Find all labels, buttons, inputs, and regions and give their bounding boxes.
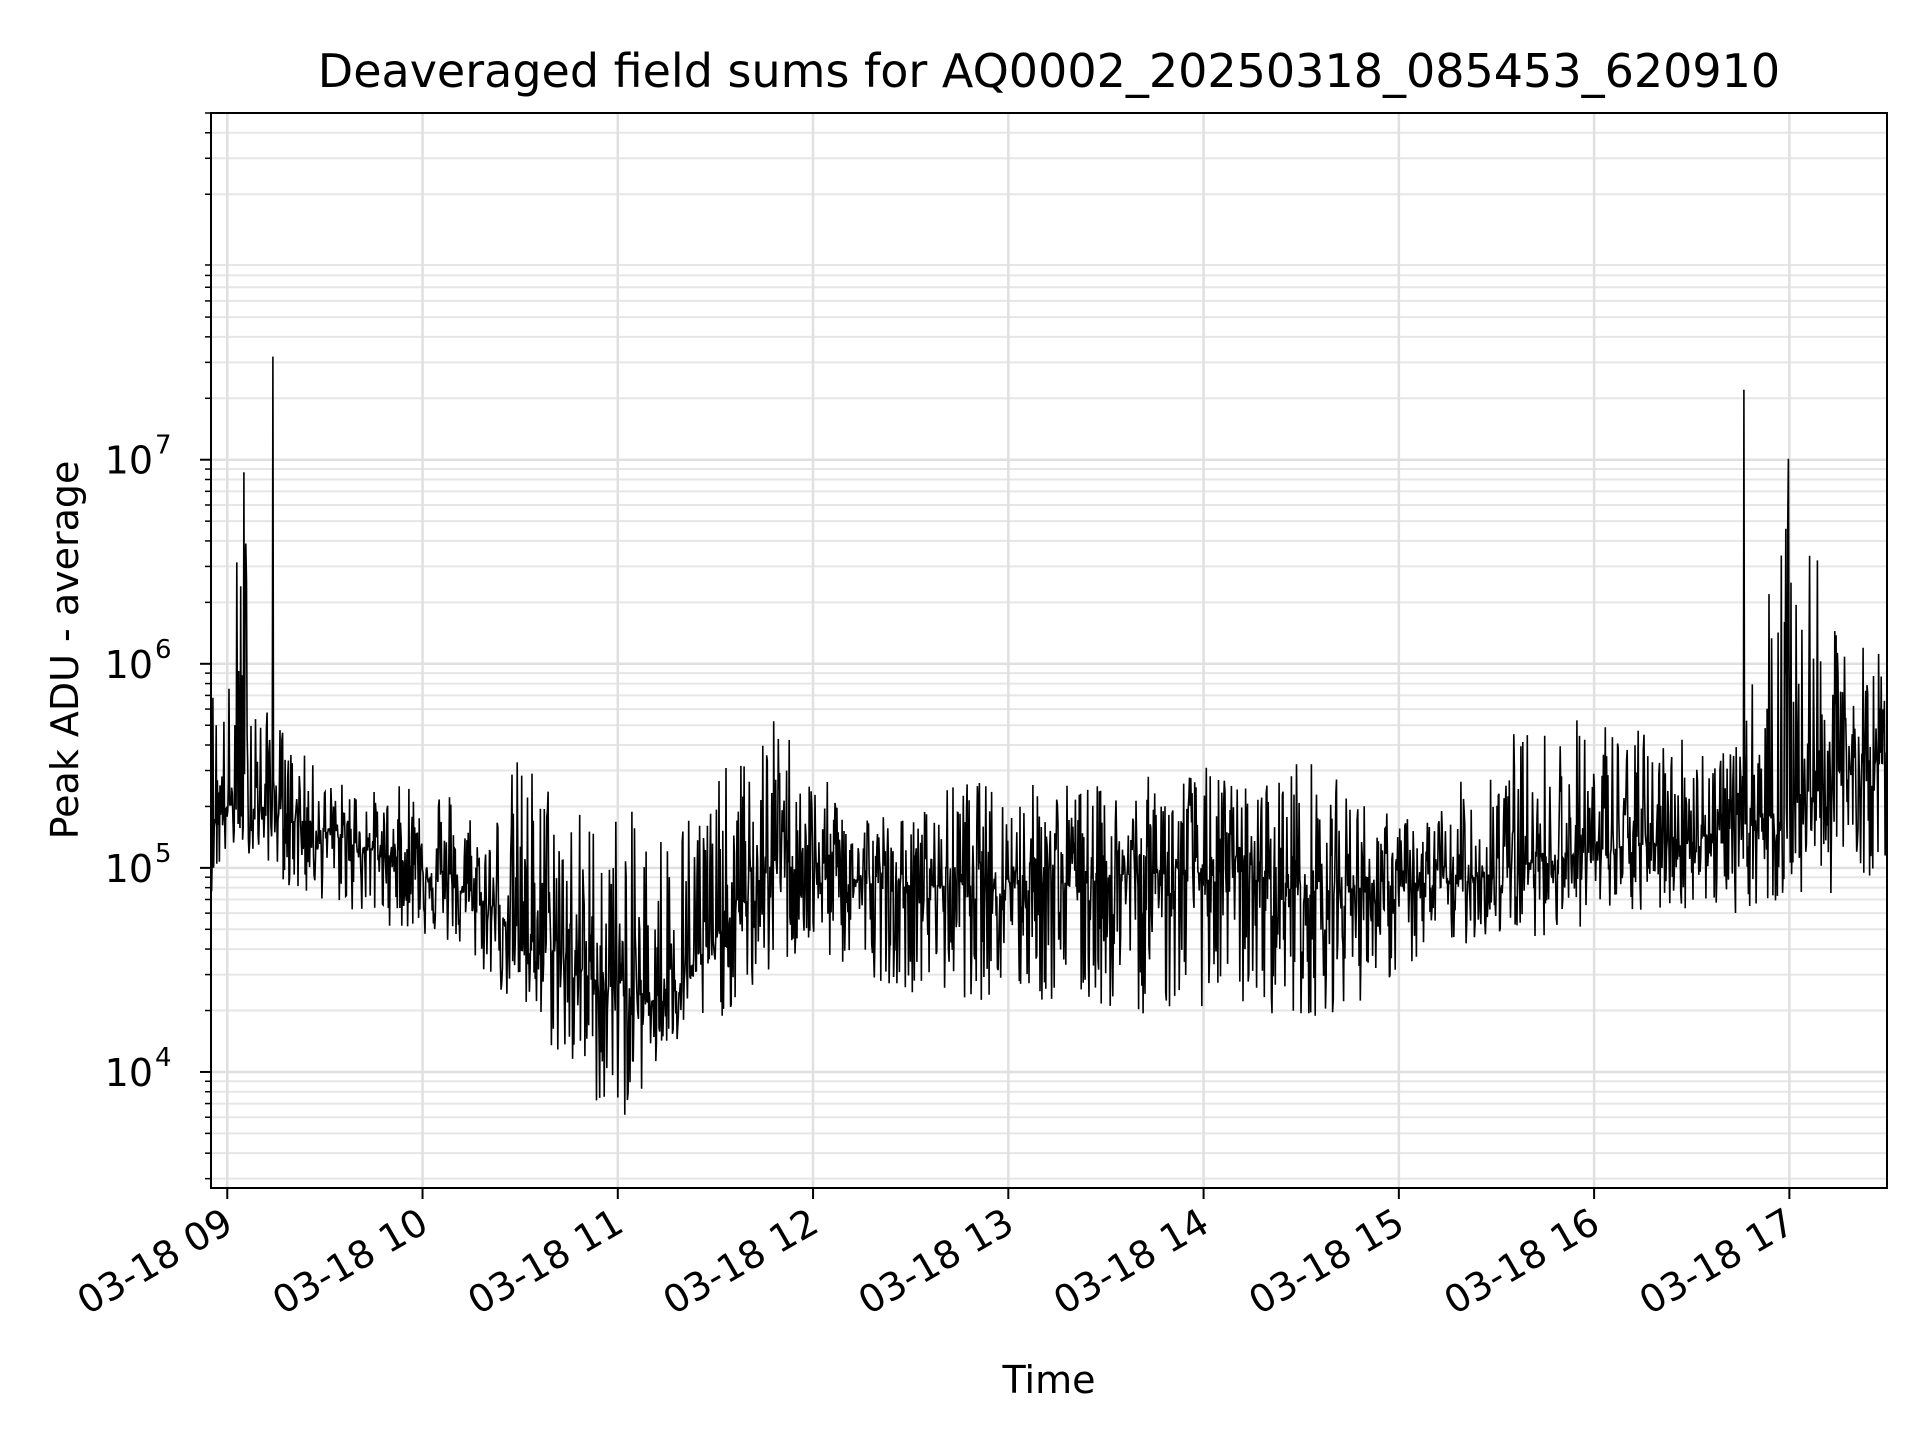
plot-frame <box>210 112 1888 1189</box>
y-tick-label: 10 <box>105 1051 153 1095</box>
y-tick-exponent: 6 <box>155 635 172 665</box>
y-tick-label: 10 <box>105 643 153 687</box>
y-tick-exponent: 7 <box>155 431 172 461</box>
y-tick-exponent: 4 <box>155 1043 172 1073</box>
chart-title: Deaveraged field sums for AQ0002_2025031… <box>318 44 1780 98</box>
series-layer <box>210 356 1888 1115</box>
series-line <box>210 356 1888 1115</box>
y-tick-label: 10 <box>105 847 153 891</box>
y-tick-exponent: 5 <box>155 839 172 869</box>
x-axis-label: Time <box>1002 1358 1096 1402</box>
y-axis-label: Peak ADU - average <box>43 461 87 840</box>
y-tick-label: 10 <box>105 439 153 483</box>
